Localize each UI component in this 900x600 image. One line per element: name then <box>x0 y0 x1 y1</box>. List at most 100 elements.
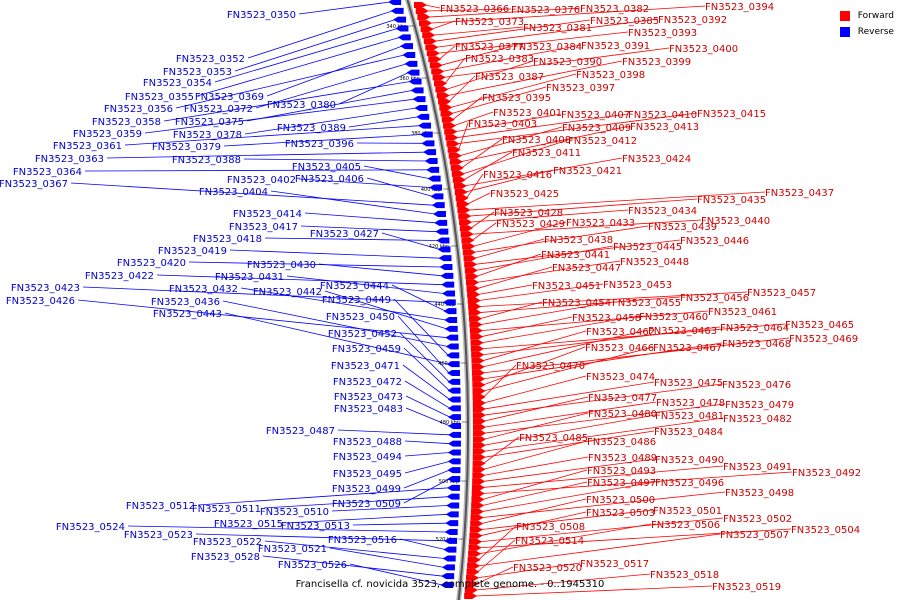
forward-gene-arrow[interactable] <box>468 309 482 316</box>
forward-gene-arrow[interactable] <box>472 381 486 388</box>
reverse-gene-label[interactable]: FN3523_0499 <box>332 484 401 495</box>
forward-gene-labels[interactable]: FN3523_0366 FN3523_0376 FN3523_0382 FN3523_… <box>440 2 861 593</box>
forward-gene-arrow[interactable] <box>472 448 486 455</box>
forward-gene-label[interactable]: FN3523_0462 <box>586 327 655 338</box>
reverse-gene-label[interactable]: FN3523_0361 <box>53 141 122 152</box>
reverse-gene-arrow[interactable] <box>447 476 461 482</box>
forward-gene-label[interactable]: FN3523_0399 <box>622 57 691 68</box>
reverse-gene-label[interactable]: FN3523_0452 <box>328 329 397 340</box>
reverse-gene-arrow[interactable] <box>445 520 459 527</box>
forward-gene-arrow[interactable] <box>470 333 484 340</box>
forward-gene-arrow[interactable] <box>425 44 439 51</box>
forward-gene-label[interactable]: FN3523_0482 <box>723 414 792 425</box>
reverse-gene-arrow[interactable] <box>412 96 426 103</box>
forward-gene-arrow[interactable] <box>435 86 449 93</box>
forward-gene-label[interactable]: FN3523_0445 <box>613 242 682 253</box>
forward-gene-arrow[interactable] <box>470 339 484 346</box>
forward-gene-arrow[interactable] <box>472 430 486 437</box>
reverse-gene-arrow[interactable] <box>410 87 424 94</box>
reverse-gene-arrow[interactable] <box>440 582 454 588</box>
reverse-gene-arrow[interactable] <box>447 405 461 412</box>
forward-gene-label[interactable]: FN3523_0458 <box>572 313 641 324</box>
reverse-gene-arrow[interactable] <box>397 34 411 41</box>
reverse-gene-arrow[interactable] <box>424 158 438 164</box>
forward-gene-label[interactable]: FN3523_0421 <box>553 166 622 177</box>
forward-gene-label[interactable]: FN3523_0519 <box>712 582 781 593</box>
forward-gene-arrow[interactable] <box>466 285 480 292</box>
reverse-gene-label[interactable]: FN3523_0396 <box>285 139 354 150</box>
reverse-gene-arrow[interactable] <box>445 511 459 518</box>
reverse-gene-label[interactable]: FN3523_0487 <box>266 426 335 437</box>
forward-gene-arrow[interactable] <box>438 98 452 105</box>
reverse-gene-label[interactable]: FN3523_0379 <box>152 142 221 153</box>
reverse-gene-label[interactable]: FN3523_0459 <box>332 344 401 355</box>
forward-gene-label[interactable]: FN3523_0486 <box>587 437 656 448</box>
reverse-gene-arrow[interactable] <box>416 113 430 120</box>
forward-gene-label[interactable]: FN3523_0500 <box>586 495 655 506</box>
reverse-gene-arrow[interactable] <box>446 484 460 491</box>
forward-gene-label[interactable]: FN3523_0468 <box>722 339 791 350</box>
forward-gene-arrow[interactable] <box>444 128 458 135</box>
forward-gene-label[interactable]: FN3523_0496 <box>655 478 724 489</box>
reverse-gene-label[interactable]: FN3523_0405 <box>292 162 361 173</box>
forward-gene-label[interactable]: FN3523_0410 <box>628 110 697 121</box>
reverse-gene-label[interactable]: FN3523_0418 <box>193 234 262 245</box>
reverse-gene-arrow[interactable] <box>414 105 428 111</box>
reverse-gene-arrow[interactable] <box>419 131 433 138</box>
forward-gene-label[interactable]: FN3523_0416 <box>483 170 552 181</box>
reverse-gene-label[interactable]: FN3523_0423 <box>11 283 80 294</box>
reverse-gene-label[interactable]: FN3523_0471 <box>331 361 400 372</box>
forward-gene-label[interactable]: FN3523_0469 <box>789 334 858 345</box>
forward-gene-arrow[interactable] <box>469 327 483 334</box>
forward-gene-arrow[interactable] <box>472 436 486 443</box>
forward-gene-arrow[interactable] <box>436 92 450 99</box>
reverse-gene-arrow[interactable] <box>446 502 460 509</box>
reverse-gene-label[interactable]: FN3523_0353 <box>163 67 232 78</box>
reverse-gene-label[interactable]: FN3523_0473 <box>334 392 403 403</box>
reverse-gene-arrow[interactable] <box>402 52 416 58</box>
forward-gene-arrow[interactable] <box>429 62 443 69</box>
reverse-gene-arrow[interactable] <box>444 317 458 323</box>
reverse-gene-arrow[interactable] <box>442 555 456 562</box>
forward-gene-arrow[interactable] <box>469 526 483 533</box>
reverse-gene-label[interactable]: FN3523_0420 <box>117 258 186 269</box>
forward-gene-label[interactable]: FN3523_0448 <box>620 257 689 268</box>
reverse-gene-label[interactable]: FN3523_0356 <box>104 104 173 115</box>
forward-gene-label[interactable]: FN3523_0398 <box>576 70 645 81</box>
forward-gene-label[interactable]: FN3523_0381 <box>523 23 592 34</box>
forward-gene-arrow[interactable] <box>462 249 476 256</box>
forward-gene-arrow[interactable] <box>472 400 486 407</box>
reverse-gene-arrow[interactable] <box>435 228 449 235</box>
forward-gene-label[interactable]: FN3523_0470 <box>516 361 585 372</box>
forward-gene-label[interactable]: FN3523_0492 <box>792 468 861 479</box>
forward-gene-label[interactable]: FN3523_0465 <box>785 320 854 331</box>
reverse-gene-label[interactable]: FN3523_0511 <box>192 504 261 515</box>
reverse-gene-label[interactable]: FN3523_0432 <box>169 284 238 295</box>
forward-gene-label[interactable]: FN3523_0506 <box>651 520 720 531</box>
reverse-gene-arrow[interactable] <box>447 378 461 385</box>
forward-gene-arrow[interactable] <box>420 26 434 33</box>
forward-gene-arrow[interactable] <box>470 508 484 515</box>
forward-gene-arrow[interactable] <box>472 472 486 479</box>
forward-gene-label[interactable]: FN3523_0429 <box>496 219 565 230</box>
forward-gene-label[interactable]: FN3523_0440 <box>701 216 770 227</box>
forward-gene-label[interactable]: FN3523_0425 <box>490 189 559 200</box>
forward-gene-label[interactable]: FN3523_0504 <box>791 525 860 536</box>
reverse-gene-arrow[interactable] <box>443 546 457 553</box>
reverse-gene-arrow[interactable] <box>436 237 450 244</box>
forward-gene-label[interactable]: FN3523_0387 <box>475 72 544 83</box>
forward-gene-arrow[interactable] <box>471 502 485 509</box>
forward-gene-label[interactable]: FN3523_0384 <box>513 42 582 53</box>
forward-gene-label[interactable]: FN3523_0480 <box>588 409 657 420</box>
forward-gene-arrow[interactable] <box>471 351 485 358</box>
reverse-gene-label[interactable]: FN3523_0363 <box>35 154 104 165</box>
forward-gene-label[interactable]: FN3523_0385 <box>590 16 659 27</box>
reverse-gene-arrow[interactable] <box>446 493 460 500</box>
forward-gene-label[interactable]: FN3523_0493 <box>587 466 656 477</box>
reverse-gene-label[interactable]: FN3523_0422 <box>85 271 154 282</box>
forward-gene-arrow[interactable] <box>465 574 479 581</box>
forward-gene-arrow[interactable] <box>454 188 468 195</box>
forward-gene-arrow[interactable] <box>470 520 484 527</box>
reverse-gene-arrow[interactable] <box>404 60 418 67</box>
forward-gene-label[interactable]: FN3523_0403 <box>468 119 537 130</box>
